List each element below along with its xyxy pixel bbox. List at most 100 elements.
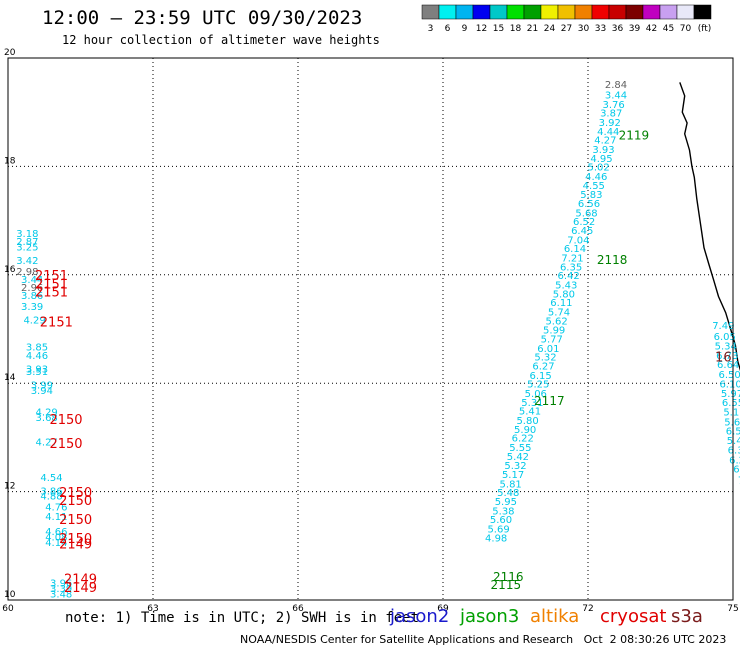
series-point-cryosat: 2150 <box>49 413 82 428</box>
swh-label: 4.98 <box>485 533 507 544</box>
swh-label: 5.97 <box>721 389 740 400</box>
swh-label: 5.90 <box>514 425 536 436</box>
series-point-s3a: 16 <box>715 351 732 366</box>
color-scale-swatch <box>472 4 491 20</box>
footer-credit: NOAA/NESDIS Center for Satellite Applica… <box>240 633 727 646</box>
x-tick-label: 72 <box>582 604 593 614</box>
swh-label: 6.73 <box>716 351 738 362</box>
swh-label: 7.49 <box>712 321 734 332</box>
color-scale-label: 45 <box>663 24 674 34</box>
pass-id-label: 2115 <box>491 578 522 592</box>
color-scale-label: 27 <box>561 24 572 34</box>
color-scale-label: 6 <box>445 24 451 34</box>
swh-label: 4.88 <box>40 492 62 503</box>
swh-label: 6.29 <box>729 455 740 466</box>
color-scale-label: 18 <box>510 24 522 34</box>
swh-label: 5.43 <box>555 280 577 291</box>
color-scale-swatch <box>540 4 559 20</box>
swh-label: 5.69 <box>487 524 509 535</box>
swh-label: 2.98 <box>16 267 38 278</box>
swh-label: 4.27 <box>594 136 616 147</box>
swh-label: 6.31 <box>728 446 740 457</box>
swh-label: 6.52 <box>573 217 595 228</box>
x-tick-label: 69 <box>437 604 449 614</box>
swh-label: 5.48 <box>497 488 519 499</box>
swh-label: 5.32 <box>504 461 526 472</box>
swh-label: 5.83 <box>580 190 602 201</box>
swh-label: 4.76 <box>45 503 67 514</box>
swh-label: 3.85 <box>26 343 48 354</box>
color-scale-swatch <box>455 4 474 20</box>
swh-label: 5.38 <box>492 506 514 517</box>
swh-label: 4.54 <box>40 473 62 484</box>
color-scale-swatch <box>659 4 678 20</box>
color-scale-label: 21 <box>527 24 538 34</box>
swh-label: 5.41 <box>519 407 541 418</box>
swh-label: 5.80 <box>553 290 575 301</box>
swh-label: 3.42 <box>16 256 38 267</box>
series-point-cryosat: 2150 <box>59 486 92 501</box>
x-tick-label: 66 <box>292 604 304 614</box>
swh-label: 3.86 <box>21 291 43 302</box>
y-tick-label: 12 <box>4 482 15 492</box>
swh-label: 5.02 <box>588 163 610 174</box>
swh-label: 5.74 <box>548 307 570 318</box>
color-scale-swatch <box>574 4 593 20</box>
swh-label: 5.17 <box>502 470 524 481</box>
color-scale-swatch <box>676 4 695 20</box>
swh-label: 3.86 <box>40 486 62 497</box>
color-scale-swatch <box>557 4 576 20</box>
swh-label: 5.25 <box>527 380 549 391</box>
swh-label: 2.87 <box>16 237 38 248</box>
swh-label: 3.96 <box>50 578 72 589</box>
swh-label: 7. <box>738 475 740 486</box>
color-scale-label: 12 <box>476 24 487 34</box>
swh-label: 3.76 <box>602 100 624 111</box>
pass-id-label: 2116 <box>493 570 524 584</box>
pass-id-label: 2119 <box>619 128 650 142</box>
swh-label: 4.29 <box>23 316 45 327</box>
series-point-cryosat: 2150 <box>59 532 92 547</box>
pass-id-label: 2118 <box>597 253 628 267</box>
swh-label: 5.34 <box>715 342 737 353</box>
legend-jason2: jason2 <box>390 606 450 627</box>
swh-label: 6.50 <box>718 370 740 381</box>
swh-label: 3.44 <box>605 91 627 102</box>
coastline <box>679 82 740 372</box>
swh-label: 4.55 <box>583 181 605 192</box>
swh-label: 5.32 <box>534 352 556 363</box>
swh-label: 4.44 <box>597 127 619 138</box>
plot-frame <box>7 57 734 601</box>
swh-label: 6.14 <box>564 244 586 255</box>
swh-label: 5.99 <box>543 325 565 336</box>
series-point-cryosat: 2150 <box>59 494 92 509</box>
swh-label: 3.93 <box>592 145 614 156</box>
swh-label: 3.94 <box>31 386 53 397</box>
color-scale-label: 9 <box>462 24 468 34</box>
swh-label: 5.13 <box>723 408 740 419</box>
swh-label: 5.31 <box>521 398 543 409</box>
color-scale-label: 15 <box>493 24 504 34</box>
swh-label: 6.11 <box>550 298 572 309</box>
swh-label: 6.15 <box>530 371 552 382</box>
color-scale-label: 39 <box>629 24 641 34</box>
color-scale-label: 70 <box>680 24 692 34</box>
swh-label: 5.81 <box>500 479 522 490</box>
color-scale-label: 3 <box>428 24 434 34</box>
series-point-cryosat: 2151 <box>40 315 73 330</box>
swh-label: 3.99 <box>31 381 53 392</box>
swh-label: 2.84 <box>605 80 627 91</box>
y-tick-label: 10 <box>4 590 16 600</box>
x-tick-label: 60 <box>2 604 14 614</box>
series-point-cryosat: 2150 <box>59 513 92 528</box>
color-scale-swatch <box>421 4 440 20</box>
chart-title: 12:00 — 23:59 UTC 09/30/2023 <box>42 7 363 29</box>
swh-label: 5.95 <box>495 497 517 508</box>
series-point-cryosat: 2149 <box>64 573 97 588</box>
swh-label: 4.66 <box>45 527 67 538</box>
swh-label: 4.29 <box>36 408 58 419</box>
series-point-cryosat: 2151 <box>35 277 68 292</box>
swh-label: 4.46 <box>26 351 48 362</box>
swh-label: 4.95 <box>590 154 612 165</box>
swh-label: 6.45 <box>571 226 593 237</box>
